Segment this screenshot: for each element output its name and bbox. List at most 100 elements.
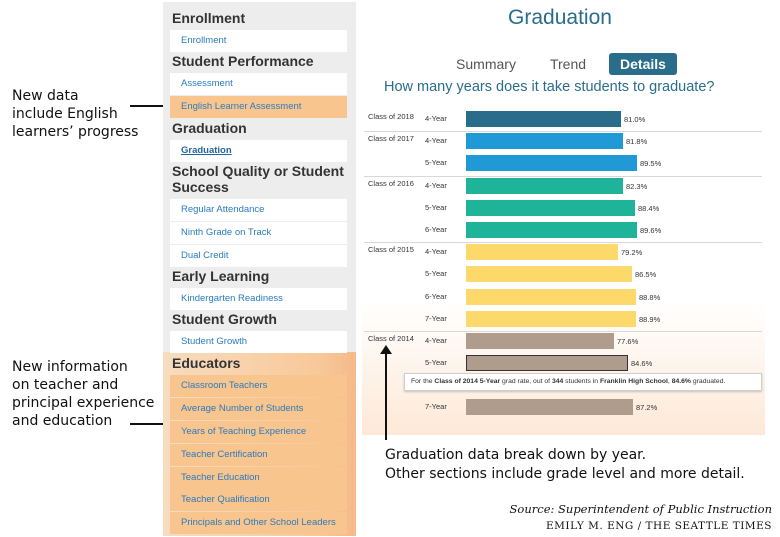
sidebar-item-teacher-certification[interactable]: Teacher Certification bbox=[170, 444, 347, 466]
sidebar-item-english-learner-assessment[interactable]: English Learner Assessment bbox=[170, 96, 347, 118]
tooltip-class: Class of 2014 5-Year bbox=[434, 378, 501, 385]
bar[interactable] bbox=[466, 111, 621, 127]
bar[interactable] bbox=[466, 288, 636, 305]
annotation-line: learners’ progress bbox=[12, 124, 139, 140]
annotation-line: on teacher and bbox=[12, 377, 119, 393]
chart-tooltip: For the Class of 2014 5-Year grad rate, … bbox=[404, 373, 762, 391]
sidebar-item-ninth-grade-on-track[interactable]: Ninth Grade on Track bbox=[170, 222, 347, 244]
section-title-graduation: Graduation bbox=[172, 120, 247, 136]
year-label: 4-Year bbox=[425, 247, 447, 257]
annotation-line: Other sections include grade level and m… bbox=[385, 466, 745, 482]
annotation-english-learners: New data include English learners’ progr… bbox=[12, 87, 138, 141]
bar[interactable] bbox=[466, 310, 636, 327]
annotation-graduation: Graduation data break down by year. Othe… bbox=[385, 446, 745, 484]
year-label: 7-Year bbox=[425, 313, 447, 323]
value-label: 81.0% bbox=[624, 115, 646, 124]
bar[interactable] bbox=[466, 266, 632, 283]
class-label: Class of 2014 bbox=[368, 334, 414, 343]
sidebar-item-classroom-teachers[interactable]: Classroom Teachers bbox=[170, 375, 347, 397]
sidebar-item-graduation[interactable]: Graduation bbox=[170, 140, 347, 162]
sidebar-item-assessment[interactable]: Assessment bbox=[170, 73, 347, 95]
sidebar-item-enrollment[interactable]: Enrollment bbox=[170, 30, 347, 52]
section-title-school-quality-line2: Success bbox=[172, 179, 229, 195]
value-label: 81.8% bbox=[626, 137, 648, 147]
year-label: 7-Year bbox=[425, 402, 447, 412]
tab-details[interactable]: Details bbox=[609, 53, 677, 75]
sidebar-item-teacher-education[interactable]: Teacher Education bbox=[170, 467, 347, 489]
tooltip-rate: 84.6% bbox=[671, 378, 691, 385]
sidebar-item-principals-and-leaders[interactable]: Principals and Other School Leaders bbox=[170, 512, 347, 534]
annotation-line: Graduation data break down by year. bbox=[385, 447, 647, 463]
annotation-line: and education bbox=[12, 413, 113, 429]
class-label: Class of 2018 bbox=[368, 112, 414, 121]
value-label: 77.6% bbox=[617, 337, 639, 346]
year-label: 5-Year bbox=[425, 269, 447, 279]
section-title-school-quality: School Quality or Student bbox=[172, 163, 344, 179]
section-title-educators: Educators bbox=[172, 355, 241, 371]
bar[interactable] bbox=[466, 177, 623, 194]
tooltip-count: 344 bbox=[551, 378, 564, 385]
bar[interactable] bbox=[466, 199, 635, 216]
bar[interactable] bbox=[466, 244, 618, 261]
value-label: 82.3% bbox=[626, 181, 648, 191]
year-label: 4-Year bbox=[425, 114, 447, 123]
group-divider bbox=[364, 331, 762, 332]
group-divider bbox=[364, 242, 762, 244]
year-label: 4-Year bbox=[425, 136, 447, 146]
annotation-line: include English bbox=[12, 106, 118, 122]
year-label: 5-Year bbox=[425, 202, 447, 212]
sidebar-item-average-number-of-students[interactable]: Average Number of Students bbox=[170, 398, 347, 420]
value-label: 89.6% bbox=[640, 226, 662, 235]
credit-line: EMILY M. ENG / THE SEATTLE TIMES bbox=[546, 520, 772, 532]
sidebar-item-student-growth[interactable]: Student Growth bbox=[170, 331, 347, 353]
year-label: 5-Year bbox=[425, 158, 447, 168]
value-label: 88.4% bbox=[638, 203, 660, 213]
value-label: 79.2% bbox=[621, 248, 643, 258]
value-label: 84.6% bbox=[631, 359, 653, 369]
year-label: 6-Year bbox=[425, 291, 447, 301]
value-label: 88.9% bbox=[639, 314, 661, 324]
bar[interactable] bbox=[466, 155, 637, 172]
sidebar-item-dual-credit[interactable]: Dual Credit bbox=[170, 245, 347, 267]
bar[interactable] bbox=[466, 355, 628, 372]
tooltip-mid3: , bbox=[667, 378, 672, 385]
chart-question: How many years does it take students to … bbox=[384, 79, 715, 95]
sidebar-item-years-of-teaching-experience[interactable]: Years of Teaching Experience bbox=[170, 421, 347, 443]
annotation-line: New information bbox=[12, 359, 128, 375]
class-label: Class of 2015 bbox=[368, 245, 414, 255]
section-title-enrollment: Enrollment bbox=[172, 10, 246, 26]
sidebar-item-regular-attendance[interactable]: Regular Attendance bbox=[170, 199, 347, 221]
class-label: Class of 2017 bbox=[368, 134, 414, 144]
group-divider bbox=[364, 131, 762, 133]
tooltip-prefix: For the bbox=[411, 378, 435, 385]
bar[interactable] bbox=[466, 133, 623, 150]
tooltip-mid1: grad rate, out of bbox=[500, 378, 552, 385]
bar[interactable] bbox=[466, 333, 614, 349]
year-label: 4-Year bbox=[425, 336, 447, 345]
page-title: Graduation bbox=[508, 6, 612, 29]
value-label: 86.5% bbox=[635, 270, 657, 280]
source-line: Source: Superintendent of Public Instruc… bbox=[509, 502, 772, 516]
tab-trend[interactable]: Trend bbox=[549, 56, 587, 72]
tooltip-school: Franklin High School bbox=[599, 378, 668, 385]
sidebar-item-teacher-qualification[interactable]: Teacher Qualification bbox=[170, 489, 347, 511]
tooltip-suffix: graduated. bbox=[690, 378, 726, 385]
value-label: 88.8% bbox=[639, 292, 661, 302]
year-label: 4-Year bbox=[425, 180, 447, 190]
tab-summary[interactable]: Summary bbox=[456, 56, 516, 72]
value-label: 89.5% bbox=[640, 159, 662, 169]
annotation-line: New data bbox=[12, 88, 79, 104]
group-divider bbox=[364, 175, 762, 177]
section-title-early-learning: Early Learning bbox=[172, 268, 270, 284]
section-title-student-performance: Student Performance bbox=[172, 53, 314, 69]
year-label: 6-Year bbox=[425, 225, 447, 234]
class-label: Class of 2016 bbox=[368, 178, 414, 188]
bar[interactable] bbox=[466, 222, 637, 238]
annotation-line: principal experience bbox=[12, 395, 155, 411]
sidebar-item-kindergarten-readiness[interactable]: Kindergarten Readiness bbox=[170, 288, 347, 310]
bar[interactable] bbox=[466, 399, 633, 416]
tooltip-mid2: students in bbox=[563, 378, 600, 385]
section-title-student-growth: Student Growth bbox=[172, 311, 277, 327]
arrow-graduation bbox=[380, 345, 392, 440]
value-label: 87.2% bbox=[636, 403, 658, 413]
